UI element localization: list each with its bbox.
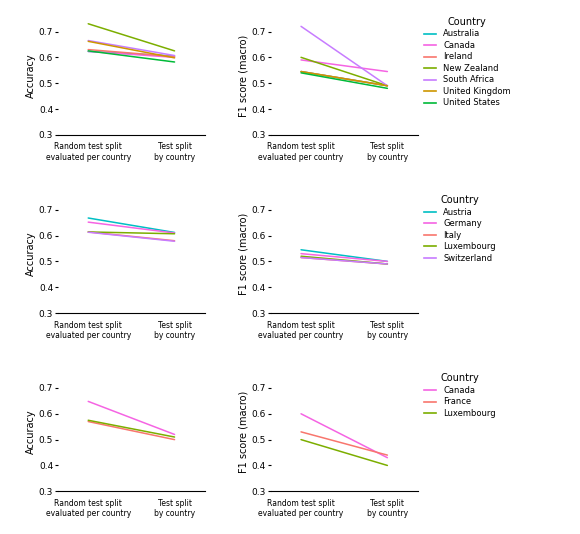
Y-axis label: F1 score (macro): F1 score (macro) [239,213,249,295]
Y-axis label: F1 score (macro): F1 score (macro) [239,391,249,473]
Legend: Austria, Germany, Italy, Luxembourg, Switzerland: Austria, Germany, Italy, Luxembourg, Swi… [420,192,499,266]
Y-axis label: Accuracy: Accuracy [26,231,36,276]
Legend: Australia, Canada, Ireland, New Zealand, South Africa, United Kingdom, United St: Australia, Canada, Ireland, New Zealand,… [420,14,514,111]
Y-axis label: Accuracy: Accuracy [26,410,36,454]
Y-axis label: F1 score (macro): F1 score (macro) [239,34,249,116]
Legend: Canada, France, Luxembourg: Canada, France, Luxembourg [420,370,499,421]
Y-axis label: Accuracy: Accuracy [26,53,36,98]
